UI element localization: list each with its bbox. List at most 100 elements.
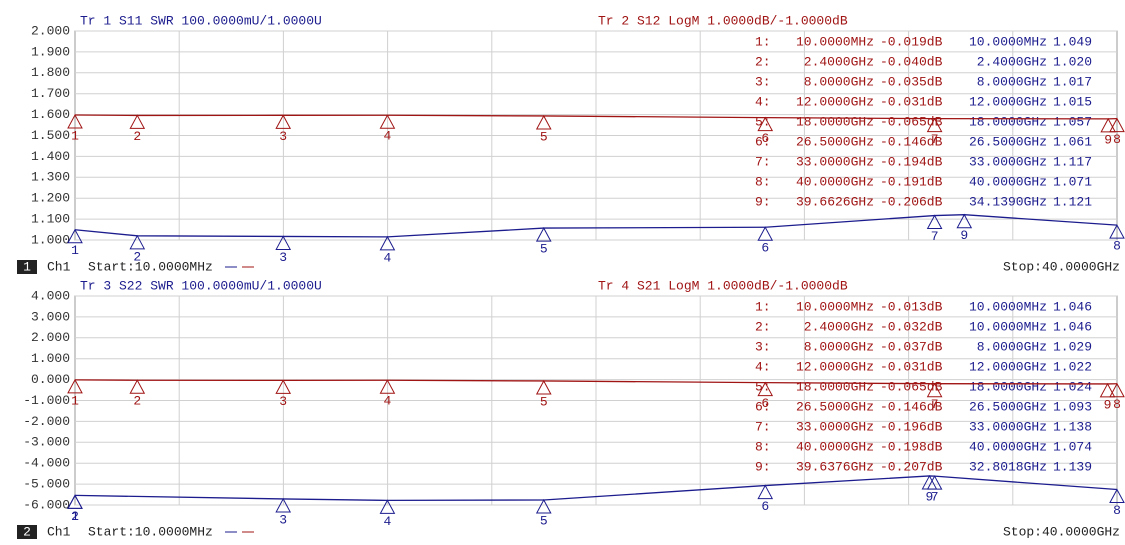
marker-triangle	[379, 379, 396, 394]
marker-label: 1	[71, 128, 79, 143]
marker-value: -0.040dB	[880, 54, 943, 69]
marker-triangle	[1109, 224, 1125, 239]
marker-label: 7	[931, 132, 939, 147]
marker-index: 6:	[755, 399, 771, 414]
marker-value: -0.032dB	[880, 319, 943, 334]
marker-label: 5	[540, 129, 548, 144]
marker-index: 4:	[755, 94, 771, 109]
y-tick-label: 1.500	[31, 128, 70, 143]
marker-index: 2:	[755, 54, 771, 69]
marker-index: 9:	[755, 194, 771, 209]
marker-triangle	[926, 214, 943, 230]
marker-label: 9	[960, 228, 968, 243]
marker-freq: 33.0000GHz	[969, 154, 1047, 169]
y-tick-label: 1.400	[31, 149, 70, 164]
marker-triangle	[379, 235, 396, 251]
marker-value: 1.046	[1053, 319, 1092, 334]
marker-index: 1:	[755, 299, 771, 314]
marker-freq: 10.0000MHz	[969, 319, 1047, 334]
marker-freq: 12.0000GHz	[969, 359, 1047, 374]
marker-freq: 33.0000GHz	[796, 154, 874, 169]
marker-value: 1.071	[1053, 174, 1092, 189]
marker-value: 1.138	[1053, 419, 1092, 434]
marker-label: 7	[931, 397, 939, 412]
y-tick-label: 1.000	[31, 351, 70, 366]
marker-value: 1.057	[1053, 114, 1092, 129]
marker-value: -0.207dB	[880, 459, 943, 474]
y-tick-label: 1.900	[31, 44, 70, 59]
marker-label: 2	[71, 509, 79, 524]
channel-number: 2	[23, 524, 31, 539]
marker-label: 1	[71, 509, 79, 524]
marker-label: 6	[761, 131, 769, 146]
marker-triangle	[535, 498, 552, 514]
marker-triangle	[757, 226, 774, 241]
y-tick-label: -6.000	[23, 497, 70, 512]
y-tick-label: -5.000	[23, 477, 70, 492]
channel-name: Ch1	[47, 259, 71, 274]
marker-label: 2	[133, 394, 141, 409]
marker-freq: 2.4000GHz	[804, 319, 874, 334]
marker-freq: 26.5000GHz	[796, 134, 874, 149]
marker-label: 8	[1113, 503, 1121, 518]
marker-value: -0.146dB	[880, 134, 943, 149]
marker-triangle	[1109, 488, 1125, 504]
marker-freq: 18.0000GHz	[796, 379, 874, 394]
marker-freq: 12.0000GHz	[969, 94, 1047, 109]
marker-label: 9	[926, 489, 934, 504]
marker-index: 9:	[755, 459, 771, 474]
marker-freq: 8.0000GHz	[977, 339, 1047, 354]
marker-value: -0.196dB	[880, 419, 943, 434]
marker-index: 8:	[755, 439, 771, 454]
marker-freq: 40.0000GHz	[796, 174, 874, 189]
marker-freq: 40.0000GHz	[796, 439, 874, 454]
marker-value: 1.046	[1053, 299, 1092, 314]
marker-value: -0.065dB	[880, 379, 943, 394]
marker-index: 6:	[755, 134, 771, 149]
marker-label: 3	[279, 394, 287, 409]
marker-triangle	[757, 484, 774, 500]
y-tick-label: -2.000	[23, 414, 70, 429]
y-tick-label: 1.600	[31, 107, 70, 122]
trace-header: Tr 2 S12 LogM 1.0000dB/-1.0000dB	[598, 13, 848, 28]
marker-index: 7:	[755, 419, 771, 434]
marker-triangle	[1109, 117, 1125, 133]
y-tick-label: 1.200	[31, 191, 70, 206]
marker-value: -0.191dB	[880, 174, 943, 189]
marker-triangle	[67, 494, 83, 509]
marker-triangle	[926, 475, 943, 490]
marker-freq: 8.0000GHz	[977, 74, 1047, 89]
marker-value: 1.020	[1053, 54, 1092, 69]
start-label: Start:10.0000MHz	[88, 259, 213, 274]
marker-label: 4	[384, 394, 392, 409]
marker-label: 2	[133, 129, 141, 144]
marker-label: 5	[540, 394, 548, 409]
marker-index: 5:	[755, 114, 771, 129]
marker-label: 5	[540, 242, 548, 257]
marker-value: -0.013dB	[880, 299, 943, 314]
marker-triangle	[129, 234, 146, 250]
marker-label: 8	[1113, 132, 1121, 147]
marker-label: 9	[1104, 397, 1112, 412]
marker-label: 7	[931, 490, 939, 505]
marker-freq: 10.0000MHz	[969, 34, 1047, 49]
marker-label: 5	[540, 513, 548, 528]
marker-triangle	[275, 379, 292, 394]
marker-freq: 8.0000GHz	[804, 74, 874, 89]
marker-value: 1.022	[1053, 359, 1092, 374]
marker-index: 1:	[755, 34, 771, 49]
marker-triangle	[67, 228, 83, 244]
marker-index: 3:	[755, 74, 771, 89]
marker-triangle	[956, 213, 973, 229]
marker-value: 1.024	[1053, 379, 1092, 394]
marker-label: 3	[279, 250, 287, 265]
y-tick-label: -4.000	[23, 456, 70, 471]
marker-freq: 39.6376GHz	[796, 459, 874, 474]
y-tick-label: 3.000	[31, 309, 70, 324]
trace-header: Tr 1 S11 SWR 100.0000mU/1.0000U	[80, 13, 322, 28]
trace-header: Tr 4 S21 LogM 1.0000dB/-1.0000dB	[598, 278, 848, 293]
marker-value: -0.037dB	[880, 339, 943, 354]
trace-line	[74, 475, 1118, 502]
stop-label: Stop:40.0000GHz	[1003, 524, 1120, 539]
